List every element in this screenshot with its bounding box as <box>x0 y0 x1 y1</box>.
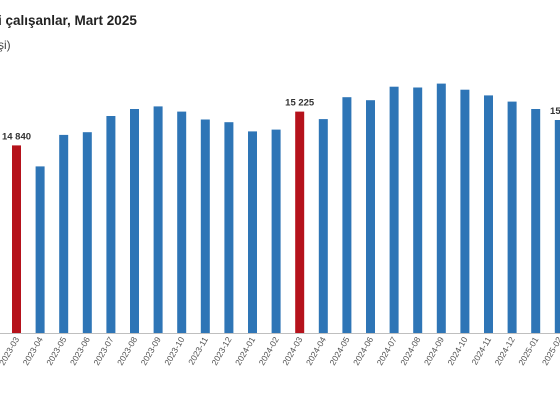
x-tick-label: 2023-04 <box>21 335 45 367</box>
bar-2023-12 <box>224 122 234 333</box>
x-tick-label: 2024-12 <box>493 335 517 367</box>
bar-2023-06 <box>82 132 92 333</box>
x-tick-label: 2024-01 <box>233 335 257 367</box>
x-tick-label: 2025-02 <box>540 335 560 367</box>
bar-2025-02 <box>554 120 560 333</box>
x-tick-label: 2024-11 <box>469 335 493 367</box>
bar-2024-11 <box>484 95 493 334</box>
x-tick-label: 2023-06 <box>68 335 92 367</box>
x-tick-label: 2024-09 <box>422 335 446 367</box>
bar-2023-08 <box>130 109 139 333</box>
bar-2024-02 <box>271 129 281 333</box>
bar-2025-01 <box>531 109 541 333</box>
x-tick-label: 2024-04 <box>304 335 328 367</box>
x-tick-label: 2024-08 <box>398 335 422 367</box>
x-tick-label: 2023-05 <box>44 335 68 367</box>
data-label-2025-02: 15 3 <box>550 106 560 117</box>
x-tick-label: 2024-06 <box>351 335 375 367</box>
x-tick-label: 2023-10 <box>162 335 186 367</box>
bar-2023-03 <box>12 145 21 333</box>
x-tick-label: 2023-09 <box>139 335 163 367</box>
x-tick-label: 2023-07 <box>91 335 115 367</box>
x-tick-label: 2023-11 <box>186 335 210 367</box>
x-tick-label: 2024-05 <box>327 335 351 367</box>
bar-2024-01 <box>248 131 257 333</box>
bar-2023-05 <box>59 134 69 333</box>
bar-2023-10 <box>177 111 187 333</box>
x-tick-label: 2024-02 <box>257 335 281 367</box>
bar-2024-12 <box>507 101 517 333</box>
x-tick-label: 2023-08 <box>115 335 139 367</box>
bar-2023-11 <box>200 119 210 333</box>
bar-2023-07 <box>106 116 116 333</box>
bar-2024-08 <box>413 87 423 333</box>
x-tick-label: 2024-07 <box>375 335 399 367</box>
data-label-2024-03: 15 225 <box>285 98 315 109</box>
x-tick-label: 2024-03 <box>280 335 304 367</box>
bar-2024-06 <box>366 100 375 333</box>
bar-2024-05 <box>342 97 352 333</box>
x-tick-label: 2025-01 <box>516 335 540 367</box>
bar-2024-07 <box>389 86 399 333</box>
x-tick-label: 2023-12 <box>209 335 233 367</box>
x-tick-label: 2023-03 <box>0 335 21 367</box>
bar-2024-10 <box>460 89 470 333</box>
data-label-2023-03: 14 840 <box>2 131 31 142</box>
chart-subtitle: şi) <box>0 38 11 52</box>
bar-2023-04 <box>35 166 45 333</box>
bar-2023-09 <box>153 106 163 334</box>
chart-title: i çalışanlar, Mart 2025 <box>0 13 137 28</box>
bar-2024-09 <box>436 83 446 333</box>
bar-2024-03 <box>295 111 305 333</box>
bar-2024-04 <box>318 119 328 333</box>
x-tick-label: 2024-10 <box>445 335 469 367</box>
